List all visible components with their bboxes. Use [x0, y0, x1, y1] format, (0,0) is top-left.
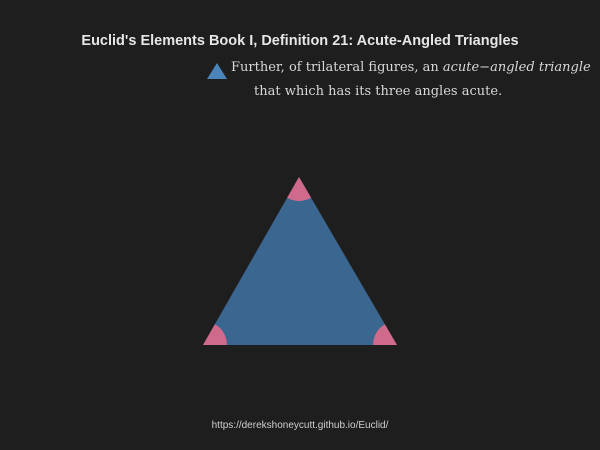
right-angle-marker	[373, 321, 397, 345]
definition-line-1: Further, of trilateral figures, an acute…	[231, 60, 591, 75]
acute-triangle	[203, 177, 397, 345]
legend-triangle-shape	[207, 63, 227, 79]
triangle-icon	[207, 63, 227, 79]
definition-line-2: that which has its three angles acute.	[254, 84, 503, 99]
apex-angle-marker	[275, 177, 323, 201]
page-title: Euclid's Elements Book I, Definition 21:…	[81, 33, 519, 49]
definition-term: acute−angled triangle	[442, 60, 591, 75]
definition-prefix: Further, of trilateral figures, an	[231, 60, 443, 75]
left-angle-marker	[203, 321, 227, 345]
source-url[interactable]: https://derekshoneycutt.github.io/Euclid…	[211, 420, 389, 431]
